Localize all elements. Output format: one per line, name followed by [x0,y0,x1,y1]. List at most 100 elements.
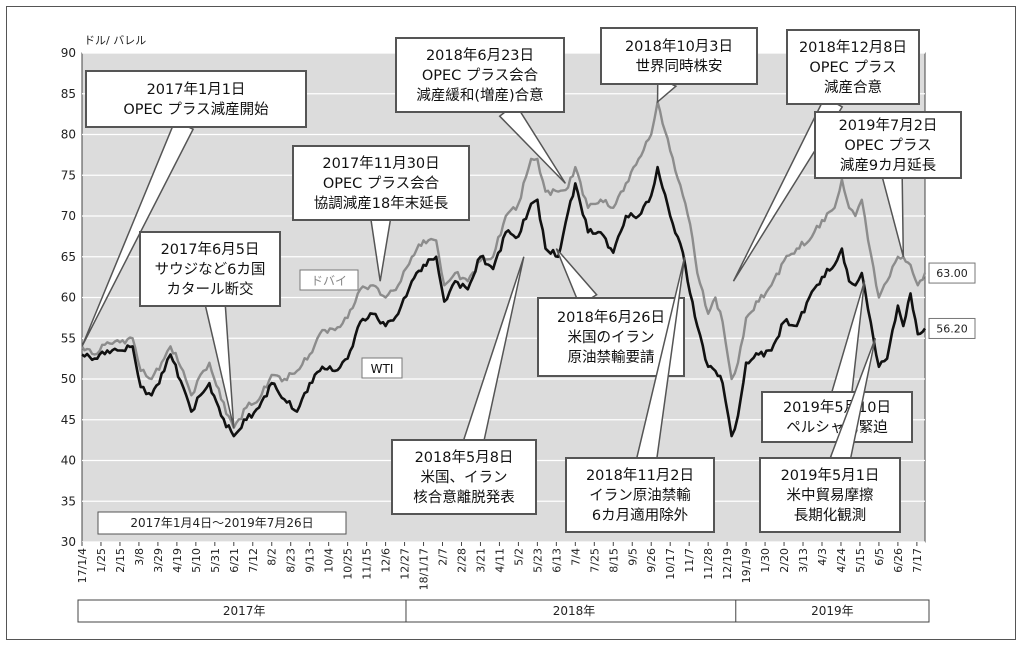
x-tick-label: 11/28 [702,548,715,580]
annotation-text: 減産合意 [824,78,882,96]
x-tick-label: 4/24 [835,548,848,573]
series-label: ドバイ [311,274,347,288]
annotation-box [537,297,685,377]
annotation-text: サウジなど6カ国 [155,261,266,278]
y-tick-label: 75 [61,168,76,182]
x-tick-label: 5/31 [209,548,222,573]
y-tick-label: 50 [61,372,76,386]
annotation-text: OPEC プラス [844,137,931,154]
annotation-text: 世界同時株安 [636,58,723,75]
annotations: 2017年1月1日 OPEC プラス減産開始 2017年6月5日サウジなど6カ国カタ… [81,27,962,533]
annotation-text: OPEC プラス会合 [323,175,440,192]
x-axis: 17/1/4 1/25 2/15 3/8 3/29 4/19 5/10 5/31 6/21 7/1… [76,542,924,590]
x-tick-label: 6/5 [873,548,886,566]
annotation-box [85,70,307,128]
y-tick-label: 70 [61,209,76,223]
series-lines [80,100,927,438]
x-tick-label: 5/15 [854,548,867,573]
annotation-box [600,27,758,85]
x-tick-label: 6/13 [550,548,563,573]
annotation-text: 2018年12月8日 [799,39,907,56]
x-tick-label: 9/5 [626,548,639,566]
annotation-text: ペルシャ湾緊迫 [786,419,888,436]
x-tick-label: 12/19 [721,548,734,580]
x-tick-label: 9/13 [304,548,317,573]
annotation-text: 2019年7月2日 [839,117,938,134]
x-tick-label: 8/23 [285,548,298,573]
annotation-box [139,231,281,307]
series-labels: ドバイ 63.00 WTI 56.20 [299,262,976,379]
annotation-text: イラン原油禁輸 [589,487,691,504]
annotation-callout: 2017年1月1日 OPEC プラス減産開始 [81,70,307,347]
x-tick-label: 4/19 [171,548,184,573]
x-tick-label: 19/1/9 [740,548,753,583]
x-tick-label: 3/21 [474,548,487,573]
x-tick-label: 2/15 [114,548,127,573]
annotation-box [292,145,470,221]
x-tick-label: 2/7 [437,548,450,566]
annotation-box [786,29,920,105]
annotation-text: 長期化観測 [794,507,867,524]
x-tick-label: 9/26 [645,548,658,573]
y-tick-label: 45 [61,413,76,427]
annotation-box [814,111,962,179]
annotation-text: 米国、イラン [421,469,508,486]
year-band [735,599,930,623]
series-line-ドバイ [80,100,927,430]
x-tick-label: 6/21 [228,548,241,573]
year-band-label: 2017年 [223,604,266,618]
annotation-text: 2017年6月5日 [161,241,260,258]
annotation-box [761,391,913,443]
y-tick-label: 30 [61,535,76,549]
x-tick-label: 4/3 [816,548,829,566]
y-tick-label: 90 [61,46,76,60]
x-tick-label: 7/17 [911,548,924,573]
period-label: 2017年1月4日～2019年7月26日 [130,516,313,530]
annotation-text: 2018年11月2日 [586,467,694,484]
y-unit-label: ドル/ バレル [84,34,146,47]
period-box: 2017年1月4日～2019年7月26日 [97,511,347,535]
y-axis: 30 35 40 45 50 55 60 65 70 75 80 85 90 [61,46,76,549]
x-tick-label: 12/27 [399,548,412,580]
series-label: WTI [371,362,394,376]
series-label-box [299,269,359,291]
x-tick-label: 7/12 [247,548,260,573]
x-tick-label: 3/29 [152,548,165,573]
x-tick-label: 2/20 [778,548,791,573]
annotation-text: カタール断交 [167,280,254,298]
y-tick-label: 35 [61,494,76,508]
end-value-box [928,262,976,284]
year-band-label: 2019年 [811,604,854,618]
annotation-text: 2017年1月1日 [147,81,246,98]
annotation-text: OPEC プラス [809,59,896,76]
x-tick-label: 18/1/17 [418,548,431,590]
x-tick-label: 10/25 [342,548,355,580]
y-tick-label: 80 [61,128,76,142]
x-tick-label: 4/11 [493,548,506,573]
x-tick-label: 3/8 [133,548,146,566]
y-tick-label: 65 [61,250,76,264]
x-tick-label: 8/15 [607,548,620,573]
annotation-box [759,457,901,533]
annotation-text: 6カ月適用除外 [592,506,688,524]
x-tick-label: 1/30 [759,548,772,573]
x-tick-label: 10/4 [323,548,336,573]
x-tick-label: 11/7 [683,548,696,573]
series-line-WTI [81,165,927,438]
x-tick-label: 2/28 [455,548,468,573]
annotation-text: 原油禁輸要請 [568,349,655,366]
y-tick-label: 40 [61,454,76,468]
annotation-box [391,439,537,515]
series-label-box [361,357,403,379]
year-bands: 2017年 2018年 2019年 [77,599,930,623]
annotation-text: 2019年5月10日 [783,399,891,416]
